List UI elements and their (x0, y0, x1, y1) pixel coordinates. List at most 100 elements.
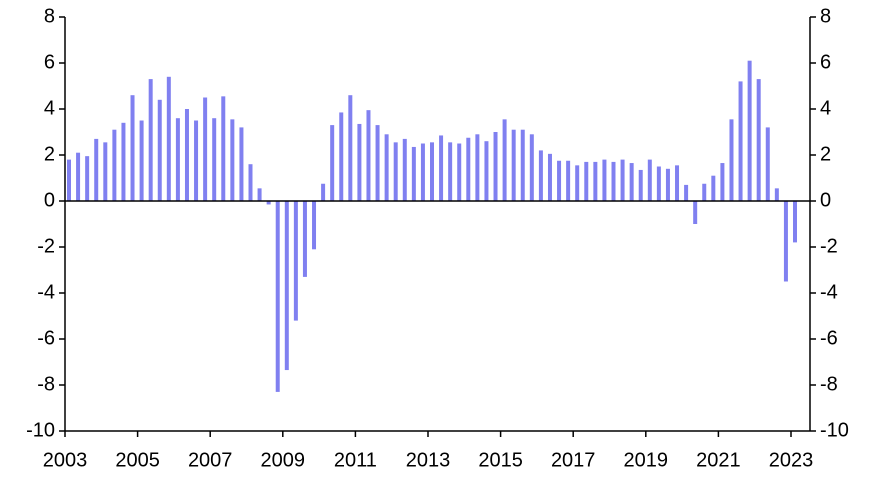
bar (575, 165, 580, 201)
bar (348, 95, 353, 201)
y2-tick-label: -8 (820, 373, 838, 395)
bar (194, 120, 199, 201)
bar (293, 201, 298, 321)
bar (330, 125, 335, 201)
bar (620, 159, 625, 201)
bar (130, 95, 135, 201)
bar (94, 138, 99, 201)
x-tick-label: 2015 (478, 449, 523, 471)
bar (484, 141, 489, 201)
y2-tick-label: 6 (820, 51, 831, 73)
bar (566, 160, 571, 201)
bar (366, 110, 371, 201)
y2-tick-label: 0 (820, 189, 831, 211)
bar (321, 183, 326, 201)
bar (121, 122, 126, 201)
y2-tick-label: 2 (820, 143, 831, 165)
bar (248, 164, 253, 201)
bar (457, 143, 462, 201)
bar (85, 156, 90, 201)
bar (538, 150, 543, 201)
y-tick-label: 0 (44, 189, 55, 211)
bar (602, 159, 607, 201)
bar (511, 129, 516, 201)
bar (148, 79, 153, 201)
bar (774, 188, 779, 201)
bar (557, 160, 562, 201)
bar (611, 161, 616, 201)
bar (103, 142, 108, 201)
x-tick-label: 2003 (43, 449, 88, 471)
bar (112, 129, 117, 201)
bar (420, 143, 425, 201)
bar (493, 132, 498, 201)
bar (411, 146, 416, 201)
bar (584, 161, 589, 201)
x-tick-label: 2021 (696, 449, 741, 471)
x-tick-label: 2007 (188, 449, 233, 471)
bar (520, 129, 525, 201)
y2-tick-label: -6 (820, 327, 838, 349)
y-tick-label: -6 (37, 327, 55, 349)
bar (284, 201, 289, 371)
bar (430, 142, 434, 201)
bar (339, 112, 344, 201)
bar (702, 183, 707, 201)
y-tick-label: 6 (44, 51, 55, 73)
y-tick-label: 2 (44, 143, 55, 165)
bar (275, 201, 280, 392)
y2-tick-label: -4 (820, 281, 838, 303)
bar (675, 165, 680, 201)
bar (266, 201, 271, 205)
x-tick-label: 2009 (261, 449, 306, 471)
bar (656, 166, 661, 201)
bar (793, 201, 797, 243)
bar (765, 127, 770, 201)
bar (393, 142, 398, 201)
bar (684, 184, 689, 201)
bar (647, 159, 652, 201)
bar (175, 118, 180, 201)
bar (67, 159, 71, 201)
x-tick-label: 2019 (624, 449, 669, 471)
bar (665, 168, 670, 201)
bar (756, 79, 761, 201)
bar (384, 134, 389, 201)
bar (502, 119, 507, 201)
bar (139, 120, 144, 201)
bar (157, 99, 162, 201)
bar (203, 97, 208, 201)
x-tick-label: 2013 (406, 449, 451, 471)
y-tick-label: -2 (37, 235, 55, 257)
bar (747, 60, 752, 202)
bar (466, 137, 471, 201)
y-tick-label: -10 (26, 419, 55, 441)
x-tick-label: 2017 (551, 449, 596, 471)
bar (711, 175, 716, 201)
y2-tick-label: -10 (820, 419, 849, 441)
bar (230, 119, 235, 201)
bar (738, 81, 743, 201)
bar (529, 134, 534, 201)
x-tick-label: 2005 (115, 449, 160, 471)
bar (629, 163, 634, 201)
y-tick-label: -8 (37, 373, 55, 395)
bar (375, 125, 380, 201)
bar (357, 123, 362, 201)
bar (212, 118, 217, 201)
bar (257, 188, 262, 201)
bar (475, 134, 480, 201)
y2-tick-label: 4 (820, 97, 831, 119)
bar (783, 201, 788, 282)
y2-tick-label: -2 (820, 235, 838, 257)
y-tick-label: 8 (44, 5, 55, 27)
bar (221, 96, 226, 201)
bar (166, 76, 171, 201)
y-tick-label: 4 (44, 97, 55, 119)
bar (76, 152, 81, 201)
bar (693, 201, 698, 224)
bar (448, 142, 453, 201)
x-tick-label: 2023 (769, 449, 814, 471)
